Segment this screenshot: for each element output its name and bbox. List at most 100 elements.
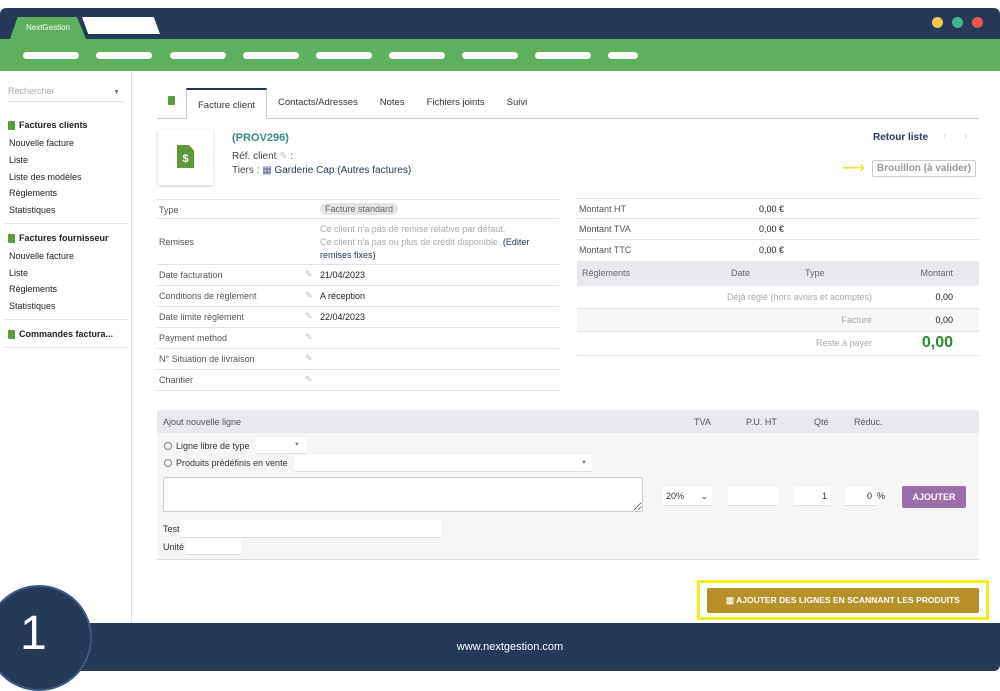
- footer: [0, 623, 1000, 671]
- invoice-icon: [8, 120, 15, 130]
- sidebar-item[interactable]: Liste: [9, 155, 29, 165]
- scan-products-button[interactable]: ▥ AJOUTER DES LIGNES EN SCANNANT LES PRO…: [707, 588, 979, 613]
- menu-item[interactable]: [23, 52, 79, 59]
- edit-discounts-link[interactable]: (Editer: [502, 237, 530, 247]
- pencil-icon[interactable]: ✎: [279, 151, 288, 162]
- new-line-header: Ajout nouvelle ligne TVA P.U. HT Qté Réduc.: [157, 410, 979, 433]
- discount-input[interactable]: 0: [845, 487, 875, 506]
- extra-field-label: Unité: [163, 542, 185, 552]
- amount-row: Montant TTC 0,00 €: [579, 245, 785, 255]
- pencil-icon[interactable]: ✎: [305, 290, 313, 300]
- close-icon[interactable]: [972, 17, 983, 28]
- radio-products[interactable]: Produits prédéfinis en vente: [164, 458, 288, 468]
- step-badge: [0, 585, 92, 691]
- menu-item[interactable]: [243, 52, 299, 59]
- unit-input[interactable]: [186, 538, 241, 555]
- unit-price-input[interactable]: [728, 487, 778, 506]
- add-line-button[interactable]: AJOUTER: [902, 486, 966, 508]
- amount-row: Montant TVA 0,00 €: [577, 219, 979, 240]
- remaining-amount: 0,00: [921, 334, 953, 351]
- tab-icon[interactable]: [157, 87, 186, 118]
- sidebar-item[interactable]: Statistiques: [9, 301, 56, 311]
- sidebar-item[interactable]: Nouvelle facture: [9, 138, 75, 148]
- sidebar-item[interactable]: Liste des modèles: [9, 172, 82, 182]
- tva-select[interactable]: 20% ⌄: [663, 487, 712, 506]
- line-type-select[interactable]: ▼: [256, 438, 306, 454]
- invoice-dollar-icon: $: [177, 145, 194, 168]
- menu-item[interactable]: [389, 52, 445, 59]
- field-row-payment-method: Payment method ✎: [157, 328, 559, 349]
- radio-button[interactable]: [164, 442, 172, 450]
- tab-bar: Facture client Contacts/Adresses Notes F…: [157, 87, 979, 119]
- payment-row: Reste à payer 0,00: [577, 332, 979, 356]
- divider: [4, 223, 128, 224]
- tab-notes[interactable]: Notes: [379, 97, 405, 108]
- divider: [4, 347, 128, 348]
- chevron-down-icon: ▼: [581, 460, 587, 466]
- pencil-icon[interactable]: ✎: [305, 311, 313, 321]
- sidebar-section-factures-fournisseur[interactable]: Factures fournisseur: [8, 233, 109, 243]
- product-select[interactable]: ▼: [295, 455, 592, 472]
- highlight-box: [697, 580, 989, 620]
- tab-facture-client[interactable]: Facture client: [186, 88, 268, 119]
- description-textarea[interactable]: [163, 477, 643, 512]
- pencil-icon[interactable]: ✎: [305, 269, 313, 279]
- chevron-right-icon[interactable]: ›: [964, 131, 968, 142]
- maximize-icon[interactable]: [952, 17, 963, 28]
- invoice-thumbnail: $: [158, 130, 213, 185]
- invoice-ref: (PROV296): [232, 132, 289, 144]
- tab-suivi[interactable]: Suivi: [506, 97, 528, 108]
- radio-button[interactable]: [164, 459, 172, 467]
- menu-item[interactable]: [608, 52, 638, 59]
- minimize-icon[interactable]: [932, 17, 943, 28]
- barcode-icon: ▥: [726, 595, 735, 605]
- field-row-date-facturation: Date facturation ✎ 21/04/2023: [157, 265, 559, 286]
- field-row-remises: Remises Ce client n'a pas de remise rela…: [157, 219, 559, 265]
- pencil-icon[interactable]: ✎: [305, 353, 313, 363]
- step-number: 1: [20, 607, 47, 660]
- extra-field-label: Test: [163, 524, 180, 534]
- sidebar-item[interactable]: Règlements: [9, 284, 58, 294]
- menu-item[interactable]: [170, 52, 226, 59]
- field-row-situation: N° Situation de livraison ✎: [157, 349, 559, 370]
- invoice-icon: [8, 233, 15, 243]
- pencil-icon[interactable]: ✎: [305, 374, 313, 384]
- amount-row: Montant HT 0,00 €: [577, 198, 979, 219]
- tiers: Tiers : ▦ Garderie Cap (Autres factures): [232, 165, 412, 176]
- sidebar-item[interactable]: Statistiques: [9, 205, 56, 215]
- tab-contacts[interactable]: Contacts/Adresses: [278, 97, 358, 108]
- menu-item[interactable]: [96, 52, 152, 59]
- menu-item[interactable]: [316, 52, 372, 59]
- invoice-icon: [8, 329, 15, 339]
- sidebar-section-factures-clients[interactable]: Factures clients: [8, 120, 88, 130]
- tab-fichiers[interactable]: Fichiers joints: [426, 97, 485, 108]
- percent-label: %: [877, 491, 886, 501]
- title-bar: [0, 8, 1000, 39]
- sidebar-item[interactable]: Nouvelle facture: [9, 251, 75, 261]
- menu-item[interactable]: [462, 52, 518, 59]
- payment-row: Déjà réglé (hors avoirs et acomptes) 0,00: [577, 286, 979, 309]
- chevron-down-icon: ⌄: [700, 491, 708, 501]
- sidebar-item[interactable]: Liste: [9, 268, 29, 278]
- quantity-input[interactable]: 1: [794, 487, 830, 506]
- footer-url: www.nextgestion.com: [456, 641, 564, 653]
- type-badge: Facture standard: [320, 203, 399, 215]
- pencil-icon[interactable]: ✎: [305, 332, 313, 342]
- sidebar-section-commandes[interactable]: Commandes factura...: [8, 329, 113, 339]
- test-input[interactable]: [180, 520, 441, 538]
- search-input[interactable]: Rechercher ▼: [8, 86, 124, 102]
- chevron-left-icon[interactable]: ‹: [943, 131, 947, 142]
- payments-header: Règlements Date Type Montant: [577, 261, 979, 286]
- radio-free-line[interactable]: Ligne libre de type: [164, 441, 250, 451]
- sidebar-item[interactable]: Règlements: [9, 188, 58, 198]
- ref-client: Réf. client ✎ :: [232, 151, 294, 162]
- edit-discounts-link[interactable]: remises fixes): [320, 250, 376, 260]
- browser-tab-nextgestion[interactable]: NextGestion: [10, 17, 86, 39]
- field-row-date-limite: Date limite règlement ✎ 22/04/2023: [157, 307, 559, 328]
- browser-tab-blank[interactable]: [82, 17, 160, 34]
- back-to-list-link[interactable]: Retour liste: [873, 132, 929, 143]
- payment-row: Facturé 0,00: [577, 309, 979, 332]
- tiers-link[interactable]: Garderie Cap (Autres factures): [274, 165, 412, 176]
- field-row-chantier: Chantier ✎: [157, 370, 559, 391]
- menu-item[interactable]: [535, 52, 591, 59]
